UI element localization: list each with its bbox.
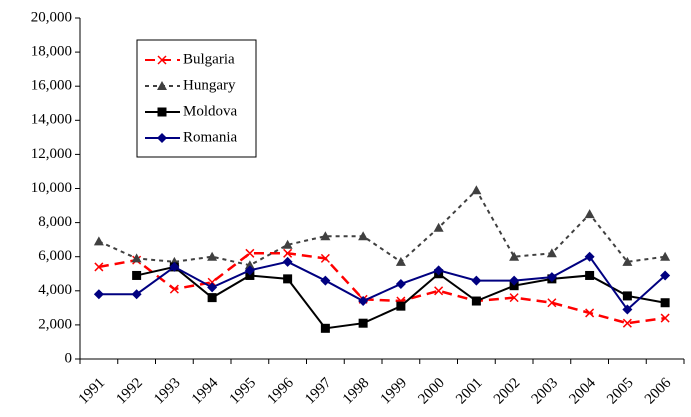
marker <box>131 289 142 300</box>
y-tick-label: 2,000 <box>38 316 72 332</box>
y-tick-label: 0 <box>65 350 73 366</box>
x-tick-label: 2000 <box>415 375 448 408</box>
x-tick-label: 2004 <box>566 375 599 408</box>
marker <box>622 304 633 315</box>
marker <box>207 251 218 261</box>
marker <box>283 274 293 284</box>
marker <box>358 231 369 241</box>
marker <box>93 289 104 300</box>
marker <box>283 248 293 258</box>
marker <box>509 293 519 303</box>
marker <box>131 253 142 263</box>
legend-label: Romania <box>183 129 237 145</box>
marker <box>509 275 520 286</box>
y-tick-label: 8,000 <box>38 214 72 230</box>
x-tick-label: 2003 <box>529 375 562 408</box>
marker <box>157 81 167 90</box>
x-tick-label: 1999 <box>378 375 411 408</box>
marker <box>320 231 331 241</box>
marker <box>320 253 330 263</box>
marker <box>157 55 167 65</box>
marker <box>320 323 330 333</box>
marker <box>622 256 633 266</box>
marker <box>93 236 104 246</box>
y-tick-label: 16,000 <box>31 78 72 94</box>
marker <box>584 209 595 219</box>
marker <box>132 270 142 280</box>
x-tick-label: 2002 <box>491 375 524 408</box>
marker <box>169 284 179 294</box>
marker <box>358 296 369 307</box>
series-line <box>98 252 666 325</box>
marker <box>546 248 557 258</box>
legend-label: Hungary <box>183 77 236 93</box>
x-tick-label: 2006 <box>642 375 675 408</box>
marker <box>157 133 167 143</box>
marker <box>585 270 595 280</box>
marker <box>471 275 482 286</box>
marker <box>244 260 255 270</box>
y-tick-label: 6,000 <box>38 248 72 264</box>
marker <box>660 270 671 281</box>
marker <box>169 261 180 272</box>
series-line <box>98 255 666 312</box>
x-tick-label: 2005 <box>604 375 637 408</box>
marker <box>585 308 595 318</box>
y-tick-label: 12,000 <box>31 146 72 162</box>
x-tick-label: 1997 <box>302 375 335 408</box>
x-tick-label: 1993 <box>151 375 184 408</box>
marker <box>547 298 557 308</box>
marker <box>244 265 255 276</box>
x-tick-label: 1992 <box>113 375 146 408</box>
marker <box>207 293 217 303</box>
marker <box>245 248 255 258</box>
marker <box>509 281 519 291</box>
marker <box>157 107 167 117</box>
marker <box>622 291 632 301</box>
y-tick-label: 14,000 <box>31 112 72 128</box>
marker <box>660 298 670 308</box>
legend-label: Bulgaria <box>183 51 235 67</box>
legend-label: Moldova <box>183 103 238 119</box>
marker <box>546 272 557 283</box>
legend: Bulgaria Hungary Moldova Romania <box>136 39 257 158</box>
marker <box>471 185 482 195</box>
marker <box>434 286 444 296</box>
marker <box>584 251 595 262</box>
x-tick-label: 1995 <box>227 375 260 408</box>
marker <box>660 313 670 323</box>
marker <box>395 278 406 289</box>
marker <box>358 318 368 328</box>
marker <box>320 275 331 286</box>
y-tick-label: 18,000 <box>31 44 72 60</box>
marker <box>395 256 406 266</box>
marker <box>282 239 293 249</box>
marker <box>433 222 444 232</box>
marker <box>471 296 481 306</box>
x-tick-label: 1994 <box>189 375 222 408</box>
marker <box>207 282 218 293</box>
x-tick-label: 1991 <box>76 375 109 408</box>
marker <box>509 251 520 261</box>
x-tick-label: 1996 <box>264 375 297 408</box>
marker <box>622 318 632 328</box>
y-tick-label: 10,000 <box>31 180 72 196</box>
x-tick-label: 1998 <box>340 375 373 408</box>
y-tick-label: 20,000 <box>31 9 72 25</box>
marker <box>660 251 671 261</box>
marker <box>282 256 293 267</box>
series-line <box>98 188 666 267</box>
marker <box>245 270 255 280</box>
marker <box>396 301 406 311</box>
marker <box>433 265 444 276</box>
marker <box>94 262 104 272</box>
x-tick-label: 2001 <box>453 375 486 408</box>
y-tick-label: 4,000 <box>38 282 72 298</box>
